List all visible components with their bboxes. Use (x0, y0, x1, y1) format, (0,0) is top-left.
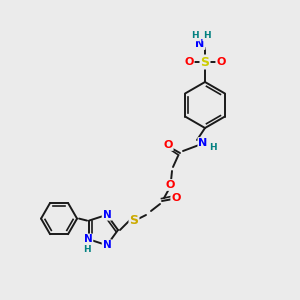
Text: O: O (171, 193, 181, 203)
Text: S: S (130, 214, 139, 226)
Text: O: O (184, 57, 194, 67)
Text: H: H (209, 143, 217, 152)
Text: N: N (103, 210, 111, 220)
Text: H: H (83, 245, 91, 254)
Text: N: N (103, 240, 111, 250)
Text: N: N (84, 234, 92, 244)
Text: N: N (198, 138, 208, 148)
Text: H: H (203, 32, 211, 40)
Text: S: S (200, 56, 209, 68)
Text: O: O (163, 140, 173, 150)
Text: H: H (191, 32, 199, 40)
Text: O: O (216, 57, 226, 67)
Text: O: O (165, 180, 175, 190)
Text: N: N (195, 39, 205, 49)
